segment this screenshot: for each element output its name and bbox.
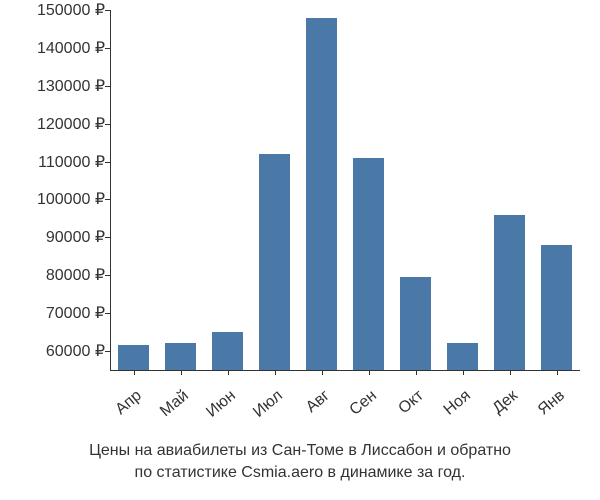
y-tick-mark [105, 124, 110, 125]
x-tick-label: Сен [346, 387, 380, 420]
y-tick-mark [105, 275, 110, 276]
y-tick-mark [105, 313, 110, 314]
y-tick-mark [105, 351, 110, 352]
x-tick-mark [228, 370, 229, 375]
plot-area [110, 10, 580, 370]
y-tick-label: 80000 ₽ [46, 265, 105, 285]
bars-group [110, 10, 580, 370]
x-tick-mark [510, 370, 511, 375]
x-tick-mark [369, 370, 370, 375]
x-tick-mark [181, 370, 182, 375]
y-tick-mark [105, 10, 110, 11]
x-tick-mark [275, 370, 276, 375]
x-tick-label: Янв [534, 387, 568, 419]
y-tick-label: 70000 ₽ [46, 303, 105, 323]
x-tick-label: Дек [489, 387, 521, 418]
x-tick-mark [416, 370, 417, 375]
x-tick-label: Авг [302, 387, 333, 417]
y-tick-label: 110000 ₽ [38, 152, 105, 172]
bar [541, 245, 572, 370]
y-tick-mark [105, 48, 110, 49]
y-tick-mark [105, 199, 110, 200]
x-tick-mark [134, 370, 135, 375]
bar [259, 154, 290, 370]
bar [212, 332, 243, 370]
y-tick-mark [105, 162, 110, 163]
bar [306, 18, 337, 370]
bar [118, 345, 149, 370]
caption-line2: по статистике Csmia.aero в динамике за г… [135, 464, 466, 481]
y-axis: 60000 ₽ 70000 ₽ 80000 ₽ 90000 ₽ 100000 ₽ 1100… [0, 10, 105, 370]
y-tick-label: 130000 ₽ [37, 76, 105, 96]
bar [353, 158, 384, 370]
y-tick-mark [105, 86, 110, 87]
y-tick-label: 140000 ₽ [37, 38, 105, 58]
x-tick-label: Апр [112, 387, 145, 419]
x-tick-label: Ноя [440, 387, 474, 420]
x-tick-mark [322, 370, 323, 375]
y-tick-label: 120000 ₽ [37, 114, 105, 134]
x-tick-mark [463, 370, 464, 375]
y-tick-label: 100000 ₽ [37, 189, 105, 209]
x-tick-mark [557, 370, 558, 375]
bar [447, 343, 478, 370]
y-tick-label: 60000 ₽ [46, 341, 105, 361]
y-tick-label: 90000 ₽ [46, 227, 105, 247]
bar [400, 277, 431, 370]
x-tick-label: Окт [395, 387, 427, 418]
caption-line1: Цены на авиабилеты из Сан-Томе в Лиссабо… [89, 442, 511, 459]
chart-caption: Цены на авиабилеты из Сан-Томе в Лиссабо… [0, 440, 600, 485]
x-axis-labels: Апр Май Июн Июл Авг Сен Окт Ноя Дек Янв [110, 375, 580, 435]
x-tick-label: Июл [250, 387, 286, 422]
x-tick-label: Май [156, 387, 192, 421]
y-tick-label: 150000 ₽ [37, 0, 105, 20]
y-tick-mark [105, 237, 110, 238]
bar [165, 343, 196, 370]
chart-container: 60000 ₽ 70000 ₽ 80000 ₽ 90000 ₽ 100000 ₽ 1100… [0, 0, 600, 500]
bar [494, 215, 525, 370]
x-tick-label: Июн [203, 387, 239, 422]
